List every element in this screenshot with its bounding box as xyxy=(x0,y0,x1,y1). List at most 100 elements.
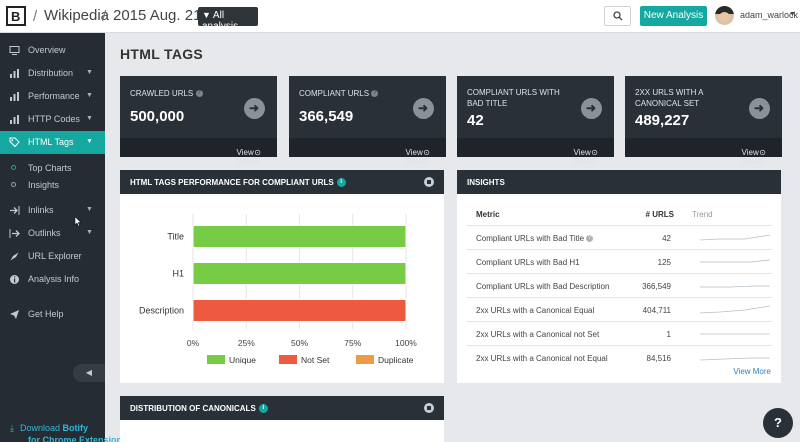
question-icon: ? xyxy=(774,415,782,430)
bullet-icon xyxy=(11,165,16,170)
view-details-link[interactable]: View Details ⊙ xyxy=(625,138,782,166)
bar-unique xyxy=(192,225,407,248)
arrow-right-icon[interactable]: ➜ xyxy=(413,98,434,119)
stat-card-compliant-urls: COMPLIANT URLS ? 366,549 ➜ View Details … xyxy=(289,76,446,166)
circle-arrow-icon: ⊙ xyxy=(759,148,766,157)
urls-count: 404,711 xyxy=(642,306,671,315)
compass-icon xyxy=(10,252,19,261)
bar-not-set xyxy=(192,299,407,322)
metric-label: Compliant URLs with Bad Title ? xyxy=(476,234,594,243)
column-header-urls: # URLS xyxy=(645,210,674,219)
table-row[interactable]: Compliant URLs with Bad H1 125 xyxy=(467,249,772,273)
arrow-out-icon xyxy=(9,229,20,238)
metric-label: 2xx URLs with a Canonical Equal xyxy=(476,306,595,315)
urls-count: 366,549 xyxy=(642,282,671,291)
column-header-metric: Metric xyxy=(476,210,500,219)
sidebar-item-url-explorer[interactable]: URL Explorer xyxy=(0,245,105,268)
sidebar-item-http-codes[interactable]: HTTP Codes ▼ xyxy=(0,108,105,131)
chevron-down-icon: ▼ xyxy=(86,229,93,236)
download-extension-link[interactable]: ⤓ Download Botify for Chrome Extension xyxy=(10,423,123,442)
sidebar-item-overview[interactable]: Overview xyxy=(0,39,105,62)
help-icon[interactable]: ? xyxy=(371,90,379,98)
help-icon[interactable]: ? xyxy=(586,235,594,243)
table-row[interactable]: 2xx URLs with a Canonical not Set 1 xyxy=(467,321,772,345)
arrow-right-icon[interactable]: ➜ xyxy=(749,98,770,119)
urls-count: 84,516 xyxy=(646,354,671,363)
chevron-down-icon[interactable]: ▼ xyxy=(789,11,796,18)
search-icon xyxy=(613,11,623,21)
collapse-sidebar-button[interactable]: ◀ xyxy=(73,364,105,382)
avatar[interactable] xyxy=(715,6,734,25)
breadcrumb-project[interactable]: Wikipedia xyxy=(44,7,110,24)
page-title: HTML TAGS xyxy=(120,46,204,62)
table-row[interactable]: 2xx URLs with a Canonical Equal 404,711 xyxy=(467,297,772,321)
metric-label: 2xx URLs with a Canonical not Equal xyxy=(476,354,608,363)
table-row[interactable]: 2xx URLs with a Canonical not Equal 84,51… xyxy=(467,345,772,369)
sidebar-item-outlinks[interactable]: Outlinks ▼ xyxy=(0,222,105,245)
bar-chart-icon xyxy=(10,115,19,124)
top-bar: B / Wikipedia / 2015 Aug. 21st ▼ All anal… xyxy=(0,0,800,33)
metric-label: 2xx URLs with a Canonical not Set xyxy=(476,330,600,339)
canonicals-panel: DISTRIBUTION OF CANONICALS i xyxy=(120,396,444,442)
download-icon: ⤓ xyxy=(10,423,14,433)
category-label: Description xyxy=(139,306,184,316)
username[interactable]: adam_warlock xyxy=(740,10,799,20)
help-chat-button[interactable]: ? xyxy=(763,408,793,438)
table-row[interactable]: Compliant URLs with Bad Description 366,5… xyxy=(467,273,772,297)
urls-count: 125 xyxy=(657,258,671,267)
circle-arrow-icon: ⊙ xyxy=(254,148,261,157)
legend-label: Duplicate xyxy=(378,355,414,365)
sidebar-item-performance[interactable]: Performance ▼ xyxy=(0,85,105,108)
sidebar-item-inlinks[interactable]: Inlinks ▼ xyxy=(0,199,105,222)
legend-label: Not Set xyxy=(301,355,330,365)
arrow-right-icon[interactable]: ➜ xyxy=(244,98,265,119)
x-tick-label: 100% xyxy=(395,338,417,348)
info-icon xyxy=(10,275,19,284)
botify-logo[interactable]: B xyxy=(6,6,26,26)
info-icon[interactable]: i xyxy=(258,404,268,414)
sidebar-item-get-help[interactable]: Get Help xyxy=(0,303,105,326)
help-icon[interactable]: ? xyxy=(195,90,203,98)
tag-icon xyxy=(9,137,20,148)
filter-icon: ▼ xyxy=(202,10,211,20)
performance-chart: 0% 25% 50% 75% 100% Title H1 Description Unique N… xyxy=(139,214,417,365)
urls-count: 1 xyxy=(666,330,671,339)
sidebar-item-html-tags[interactable]: HTML Tags ▼ xyxy=(0,131,105,154)
trend-sparkline xyxy=(700,234,770,241)
sidebar-subitem-top-charts[interactable]: Top Charts xyxy=(0,160,105,176)
insights-panel: INSIGHTS Metric # URLS Trend Compliant U… xyxy=(457,170,781,383)
circle-arrow-icon: ⊙ xyxy=(591,148,598,157)
arrow-right-icon[interactable]: ➜ xyxy=(581,98,602,119)
table-row[interactable]: Compliant URLs with Bad Title ? 42 xyxy=(467,225,772,249)
panel-toggle-button[interactable] xyxy=(424,403,434,413)
chevron-down-icon: ▼ xyxy=(86,92,93,99)
insights-panel-header: INSIGHTS xyxy=(457,170,781,194)
panel-toggle-button[interactable] xyxy=(424,177,434,187)
metric-label: Compliant URLs with Bad H1 xyxy=(476,258,580,267)
trend-sparkline xyxy=(700,357,770,361)
sidebar-subitem-insights[interactable]: Insights xyxy=(0,177,105,193)
info-icon[interactable]: i xyxy=(336,178,346,188)
mouse-cursor-icon xyxy=(74,216,82,227)
view-details-link[interactable]: View Details ⊙ xyxy=(289,138,446,166)
legend-swatch xyxy=(279,355,297,364)
download-extension-suffix: for Chrome Extension xyxy=(28,435,123,442)
sidebar-item-analysis-info[interactable]: Analysis Info xyxy=(0,268,105,291)
trend-sparkline xyxy=(700,285,770,288)
category-label: H1 xyxy=(172,269,184,279)
all-analysis-button[interactable]: ▼ All analysis xyxy=(198,7,258,32)
x-tick-label: 0% xyxy=(187,338,200,348)
x-tick-label: 50% xyxy=(291,338,308,348)
new-analysis-button[interactable]: New Analysis xyxy=(640,6,707,26)
breadcrumb-analysis-date[interactable]: 2015 Aug. 21st xyxy=(113,7,214,24)
view-details-link[interactable]: View Details ⊙ xyxy=(457,138,614,166)
stat-card-crawled-urls: CRAWLED URLS ? 500,000 ➜ View Details ⊙ xyxy=(120,76,277,166)
legend-label: Unique xyxy=(229,355,256,365)
search-button[interactable] xyxy=(604,6,631,26)
x-tick-label: 75% xyxy=(344,338,361,348)
metric-label: Compliant URLs with Bad Description xyxy=(476,282,610,291)
view-details-link[interactable]: View Details ⊙ xyxy=(120,138,277,166)
sidebar-item-distribution[interactable]: Distribution ▼ xyxy=(0,62,105,85)
view-more-link[interactable]: View More xyxy=(733,367,771,376)
chevron-left-icon: ◀ xyxy=(85,368,93,377)
